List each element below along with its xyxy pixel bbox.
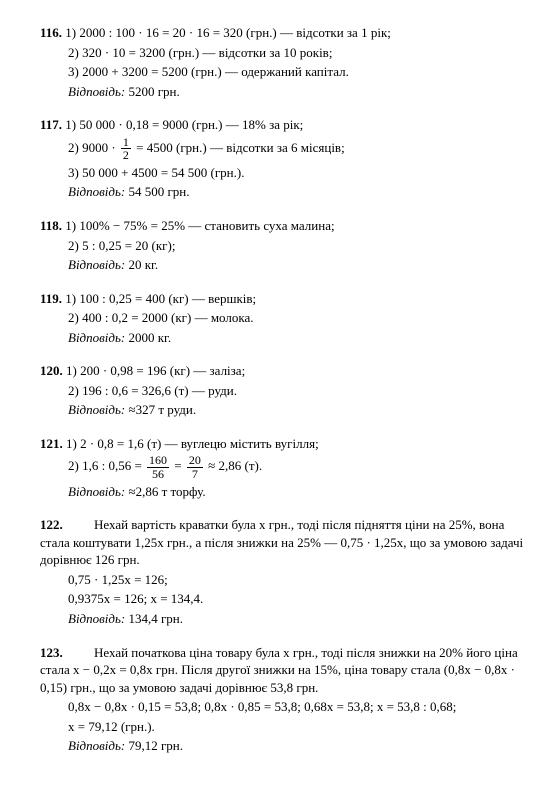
answer-label: Відповідь: bbox=[68, 184, 125, 199]
problem-line: 2) 1,6 : 0,56 = 16056 = 207 ≈ 2,86 (т). bbox=[40, 454, 526, 480]
answer-label: Відповідь: bbox=[68, 738, 125, 753]
problem-line: 121. 1) 2 · 0,8 = 1,6 (т) — вуглецю міст… bbox=[40, 435, 526, 453]
problem-text: 1) 2 · 0,8 = 1,6 (т) — вуглецю містить в… bbox=[66, 436, 319, 451]
problem-line: 0,75 · 1,25x = 126; bbox=[40, 571, 526, 589]
fraction-denominator: 7 bbox=[187, 468, 203, 481]
problem-number: 120. bbox=[40, 363, 63, 378]
problem-line: 2) 5 : 0,25 = 20 (кг); bbox=[40, 237, 526, 255]
problem-line: 120. 1) 200 · 0,98 = 196 (кг) — заліза; bbox=[40, 362, 526, 380]
problem-number: 117. bbox=[40, 117, 62, 132]
problem-number: 116. bbox=[40, 25, 62, 40]
fraction: 207 bbox=[187, 454, 203, 480]
problem-123: 123. Нехай початкова ціна товару була x … bbox=[40, 644, 526, 755]
answer-label: Відповідь: bbox=[68, 257, 125, 272]
answer-line: Відповідь: 54 500 грн. bbox=[40, 183, 526, 201]
fraction: 12 bbox=[121, 136, 131, 162]
problem-line: 117. 1) 50 000 · 0,18 = 9000 (грн.) — 18… bbox=[40, 116, 526, 134]
answer-line: Відповідь: 20 кг. bbox=[40, 256, 526, 274]
answer-label: Відповідь: bbox=[68, 330, 125, 345]
fraction-denominator: 2 bbox=[121, 149, 131, 162]
answer-label: Відповідь: bbox=[68, 84, 125, 99]
problem-line: 2) 320 · 10 = 3200 (грн.) — відсотки за … bbox=[40, 44, 526, 62]
problem-116: 116. 1) 2000 : 100 · 16 = 20 · 16 = 320 … bbox=[40, 24, 526, 100]
answer-label: Відповідь: bbox=[68, 402, 125, 417]
problem-line: 2) 400 : 0,2 = 2000 (кг) — молока. bbox=[40, 309, 526, 327]
answer-line: Відповідь: ≈327 т руди. bbox=[40, 401, 526, 419]
problem-line: 118. 1) 100% − 75% = 25% — становить сух… bbox=[40, 217, 526, 235]
problem-line: 123. Нехай початкова ціна товару була x … bbox=[40, 644, 526, 697]
problem-text: 2) 1,6 : 0,56 = bbox=[68, 459, 145, 474]
answer-value: 79,12 грн. bbox=[125, 738, 183, 753]
fraction: 16056 bbox=[147, 454, 169, 480]
fraction-numerator: 20 bbox=[187, 454, 203, 468]
answer-value: 20 кг. bbox=[125, 257, 158, 272]
equals: = bbox=[171, 459, 185, 474]
problem-line: 122. Нехай вартість краватки була x грн.… bbox=[40, 516, 526, 569]
problem-text: Нехай початкова ціна товару була x грн.,… bbox=[40, 645, 518, 695]
problem-117: 117. 1) 50 000 · 0,18 = 9000 (грн.) — 18… bbox=[40, 116, 526, 201]
problem-text: 1) 100 : 0,25 = 400 (кг) — вершків; bbox=[65, 291, 256, 306]
problem-number: 123. bbox=[40, 645, 63, 660]
fraction-numerator: 1 bbox=[121, 136, 131, 150]
problem-number: 121. bbox=[40, 436, 63, 451]
answer-value: ≈327 т руди. bbox=[125, 402, 196, 417]
problem-number: 119. bbox=[40, 291, 62, 306]
problem-text: 1) 2000 : 100 · 16 = 20 · 16 = 320 (грн.… bbox=[65, 25, 391, 40]
answer-label: Відповідь: bbox=[68, 611, 125, 626]
answer-line: Відповідь: 134,4 грн. bbox=[40, 610, 526, 628]
answer-value: 134,4 грн. bbox=[125, 611, 183, 626]
problem-120: 120. 1) 200 · 0,98 = 196 (кг) — заліза; … bbox=[40, 362, 526, 419]
problem-line: 0,8x − 0,8x · 0,15 = 53,8; 0,8x · 0,85 =… bbox=[40, 698, 526, 716]
answer-line: Відповідь: 5200 грн. bbox=[40, 83, 526, 101]
answer-label: Відповідь: bbox=[68, 484, 125, 499]
problem-text: 1) 100% − 75% = 25% — становить суха мал… bbox=[65, 218, 334, 233]
problem-line: 116. 1) 2000 : 100 · 16 = 20 · 16 = 320 … bbox=[40, 24, 526, 42]
problem-text: 2) 9000 · bbox=[68, 140, 119, 155]
problem-number: 122. bbox=[40, 517, 63, 532]
problem-line: x = 79,12 (грн.). bbox=[40, 718, 526, 736]
answer-value: 54 500 грн. bbox=[125, 184, 189, 199]
problem-line: 2) 196 : 0,6 = 326,6 (т) — руди. bbox=[40, 382, 526, 400]
problem-122: 122. Нехай вартість краватки була x грн.… bbox=[40, 516, 526, 627]
problem-text: ≈ 2,86 (т). bbox=[205, 459, 262, 474]
problem-line: 2) 9000 · 12 = 4500 (грн.) — відсотки за… bbox=[40, 136, 526, 162]
problem-text: 1) 200 · 0,98 = 196 (кг) — заліза; bbox=[66, 363, 245, 378]
problem-line: 3) 50 000 + 4500 = 54 500 (грн.). bbox=[40, 164, 526, 182]
answer-value: 2000 кг. bbox=[125, 330, 171, 345]
problem-121: 121. 1) 2 · 0,8 = 1,6 (т) — вуглецю міст… bbox=[40, 435, 526, 500]
fraction-numerator: 160 bbox=[147, 454, 169, 468]
answer-value: 5200 грн. bbox=[125, 84, 180, 99]
problem-118: 118. 1) 100% − 75% = 25% — становить сух… bbox=[40, 217, 526, 274]
answer-line: Відповідь: 79,12 грн. bbox=[40, 737, 526, 755]
problem-line: 0,9375x = 126; x = 134,4. bbox=[40, 590, 526, 608]
fraction-denominator: 56 bbox=[147, 468, 169, 481]
problem-line: 3) 2000 + 3200 = 5200 (грн.) — одержаний… bbox=[40, 63, 526, 81]
problem-119: 119. 1) 100 : 0,25 = 400 (кг) — вершків;… bbox=[40, 290, 526, 347]
problem-text: 1) 50 000 · 0,18 = 9000 (грн.) — 18% за … bbox=[65, 117, 303, 132]
problem-text: = 4500 (грн.) — відсотки за 6 місяців; bbox=[133, 140, 345, 155]
problem-text: Нехай вартість краватки була x грн., тод… bbox=[40, 517, 523, 567]
problem-number: 118. bbox=[40, 218, 62, 233]
problem-line: 119. 1) 100 : 0,25 = 400 (кг) — вершків; bbox=[40, 290, 526, 308]
answer-line: Відповідь: ≈2,86 т торфу. bbox=[40, 483, 526, 501]
answer-value: ≈2,86 т торфу. bbox=[125, 484, 205, 499]
answer-line: Відповідь: 2000 кг. bbox=[40, 329, 526, 347]
